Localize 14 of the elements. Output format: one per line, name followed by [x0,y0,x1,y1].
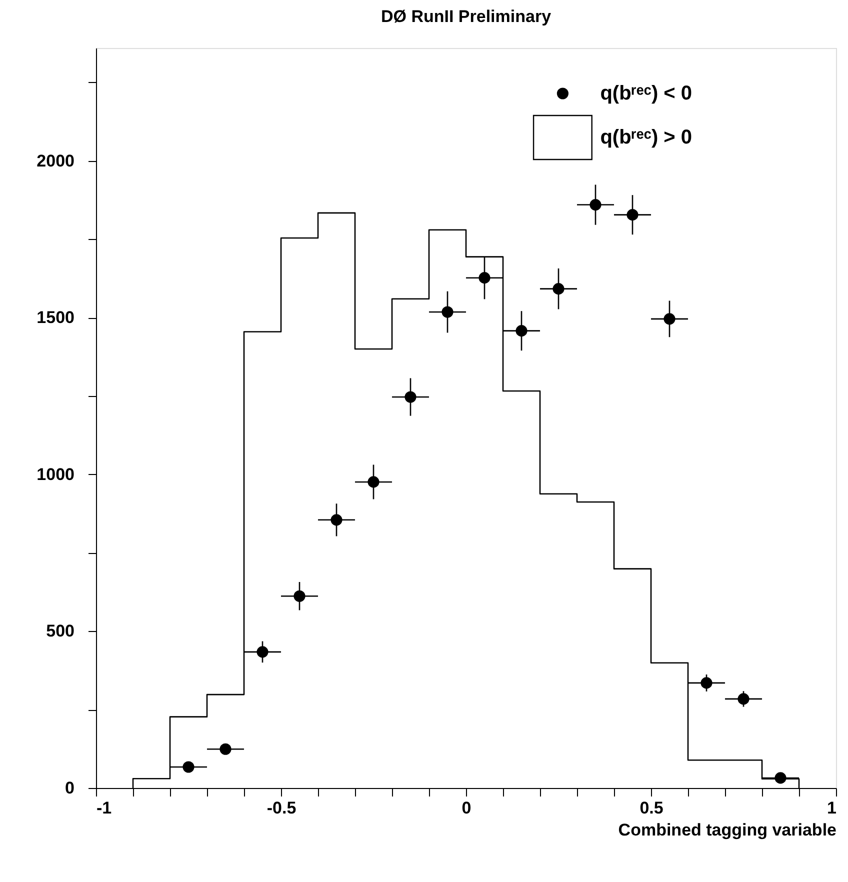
legend-label: q(bʳᵉᶜ) > 0 [600,126,692,148]
y-tick-label: 1000 [36,464,74,484]
chart-title: DØ RunII Preliminary [380,7,552,26]
legend-label: q(bʳᵉᶜ) < 0 [600,82,692,104]
x-tick-label: 1 [827,798,836,818]
x-tick-label: 0 [462,798,472,818]
x-tick-label: -0.5 [266,798,296,818]
y-tick-label: 2000 [36,151,74,170]
y-tick-label: 1500 [36,308,74,328]
x-tick-label: -1 [96,798,112,818]
x-axis-title: Combined tagging variable [618,820,836,840]
y-tick-label: 500 [46,622,74,641]
x-tick-label: 0.5 [640,798,664,818]
y-tick-label: 0 [65,778,74,798]
